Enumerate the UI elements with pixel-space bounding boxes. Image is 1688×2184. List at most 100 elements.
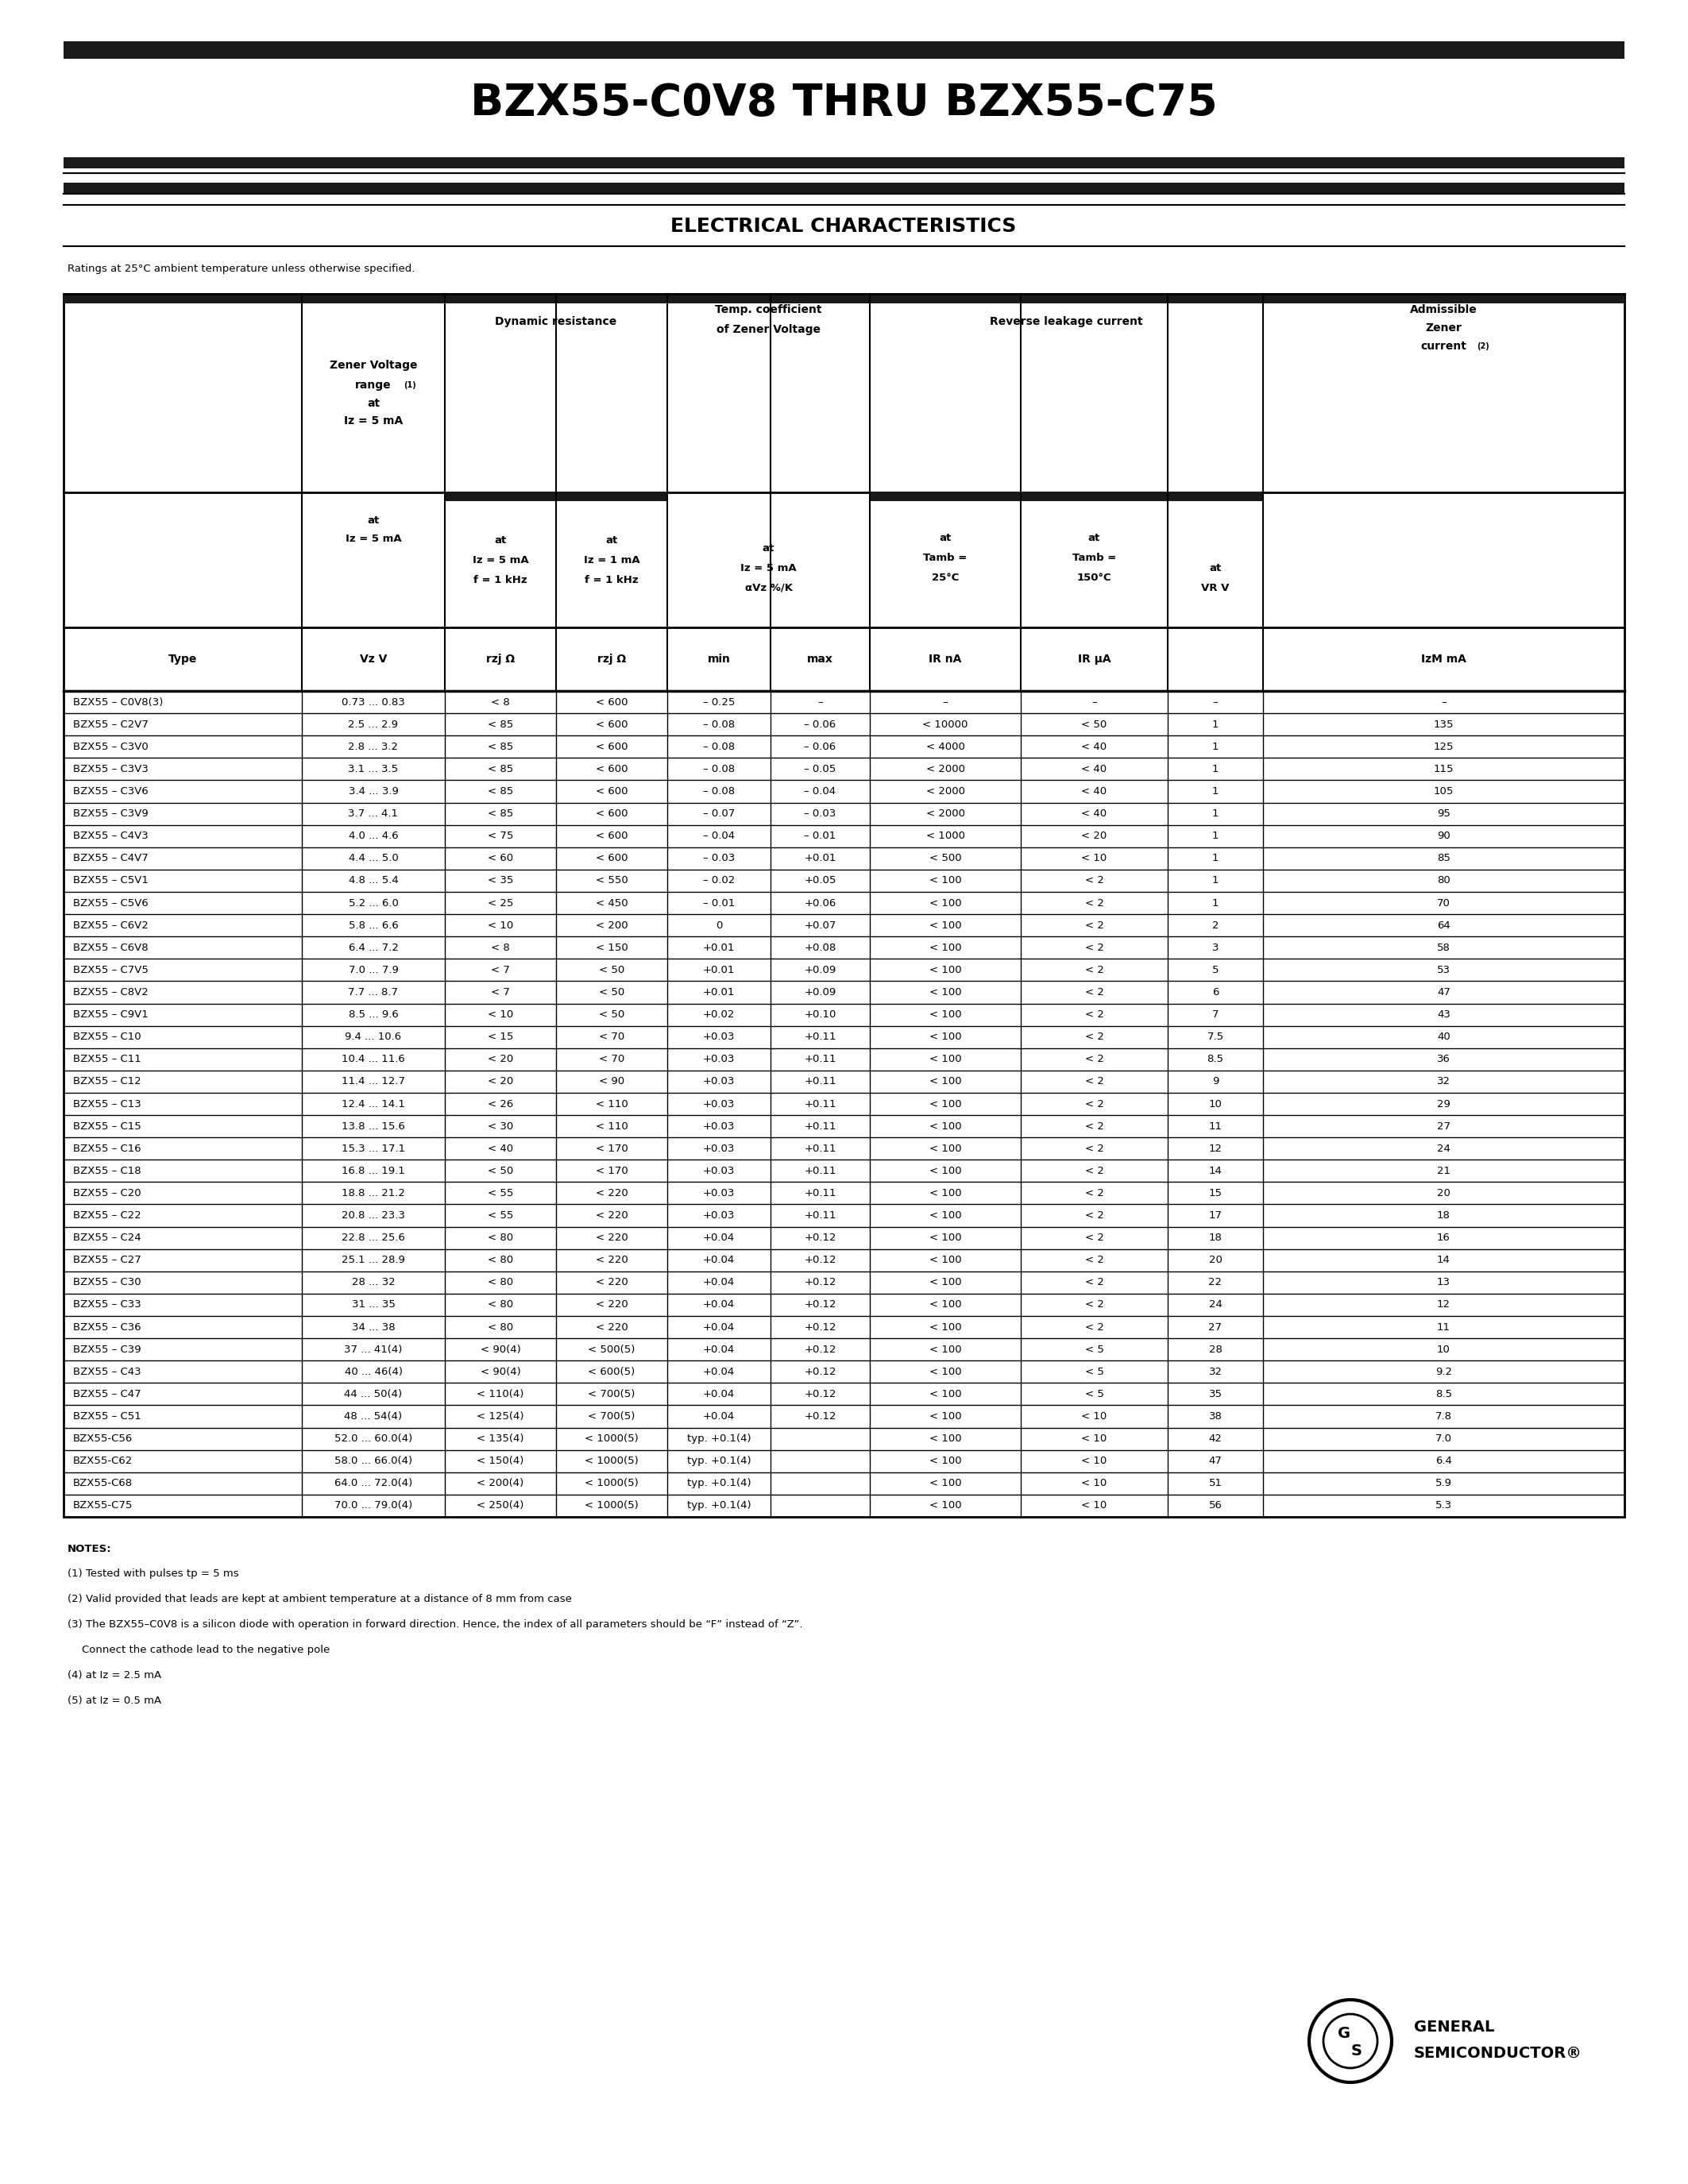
Text: < 550: < 550 [596,876,628,887]
Text: +0.11: +0.11 [803,1031,836,1042]
Text: BZX55 – C3V0: BZX55 – C3V0 [73,743,149,751]
Text: – 0.03: – 0.03 [803,808,836,819]
Text: < 100: < 100 [928,1299,962,1310]
Text: – 0.02: – 0.02 [702,876,734,887]
Text: 3.1 ... 3.5: 3.1 ... 3.5 [348,764,398,775]
Text: 21: 21 [1436,1166,1450,1175]
Text: 6.4 ... 7.2: 6.4 ... 7.2 [348,943,398,952]
Text: 1: 1 [1212,854,1219,863]
Text: +0.03: +0.03 [702,1031,734,1042]
Text: 28: 28 [1209,1345,1222,1354]
Text: < 1000(5): < 1000(5) [584,1479,638,1489]
Text: < 7: < 7 [491,965,510,974]
Text: GENERAL: GENERAL [1415,2020,1494,2033]
Text: 53: 53 [1436,965,1450,974]
Text: < 200(4): < 200(4) [478,1479,523,1489]
Text: < 40: < 40 [1082,743,1107,751]
Text: 18.8 ... 21.2: 18.8 ... 21.2 [341,1188,405,1199]
Text: < 2: < 2 [1085,987,1104,998]
Text: BZX55 – C4V7: BZX55 – C4V7 [73,854,149,863]
Text: +0.01: +0.01 [803,854,836,863]
Text: Iz = 5 mA: Iz = 5 mA [473,555,528,566]
Text: 52.0 ... 60.0(4): 52.0 ... 60.0(4) [334,1433,412,1444]
Text: 1: 1 [1212,808,1219,819]
Text: – 0.04: – 0.04 [702,830,734,841]
Text: 11.4 ... 12.7: 11.4 ... 12.7 [341,1077,405,1088]
Text: – 0.04: – 0.04 [803,786,836,797]
Text: 1: 1 [1212,786,1219,797]
Text: ELECTRICAL CHARACTERISTICS: ELECTRICAL CHARACTERISTICS [670,216,1016,236]
Text: < 220: < 220 [596,1299,628,1310]
Text: < 170: < 170 [596,1166,628,1175]
Text: < 220: < 220 [596,1256,628,1265]
Text: +0.03: +0.03 [702,1077,734,1088]
Text: < 220: < 220 [596,1321,628,1332]
Text: 1: 1 [1212,876,1219,887]
Text: < 600: < 600 [596,830,628,841]
Text: < 2: < 2 [1085,898,1104,909]
Text: 115: 115 [1433,764,1453,775]
Text: +0.04: +0.04 [702,1367,734,1376]
Text: 43: 43 [1436,1009,1450,1020]
Text: BZX55 – C13: BZX55 – C13 [73,1099,142,1109]
Text: 10.4 ... 11.6: 10.4 ... 11.6 [341,1055,405,1064]
Text: 28 ... 32: 28 ... 32 [351,1278,395,1289]
Text: 9: 9 [1212,1077,1219,1088]
Text: BZX55-C68: BZX55-C68 [73,1479,133,1489]
Text: < 2: < 2 [1085,919,1104,930]
Text: 8.5: 8.5 [1435,1389,1452,1400]
Text: – 0.01: – 0.01 [803,830,836,841]
Text: BZX55 – C15: BZX55 – C15 [73,1120,142,1131]
Text: BZX55 – C24: BZX55 – C24 [73,1232,142,1243]
Text: +0.03: +0.03 [702,1099,734,1109]
Text: +0.06: +0.06 [803,898,836,909]
Text: 95: 95 [1436,808,1450,819]
Text: < 200: < 200 [596,919,628,930]
Text: BZX55 – C6V8: BZX55 – C6V8 [73,943,149,952]
Text: 6.4: 6.4 [1435,1457,1452,1465]
Text: 8.5 ... 9.6: 8.5 ... 9.6 [348,1009,398,1020]
Text: BZX55 – C0V8(3): BZX55 – C0V8(3) [73,697,164,708]
Text: Tamb =: Tamb = [1072,553,1116,563]
Text: 58: 58 [1436,943,1450,952]
Text: < 125(4): < 125(4) [476,1411,523,1422]
Text: 13.8 ... 15.6: 13.8 ... 15.6 [341,1120,405,1131]
Text: 105: 105 [1433,786,1453,797]
Text: < 100: < 100 [928,1389,962,1400]
Text: < 80: < 80 [488,1278,513,1289]
Text: +0.11: +0.11 [803,1099,836,1109]
Text: < 110: < 110 [596,1099,628,1109]
Text: 3: 3 [1212,943,1219,952]
Text: +0.04: +0.04 [702,1389,734,1400]
Text: 64.0 ... 72.0(4): 64.0 ... 72.0(4) [334,1479,412,1489]
Text: BZX55 – C39: BZX55 – C39 [73,1345,142,1354]
Text: +0.11: +0.11 [803,1144,836,1153]
Text: < 8: < 8 [491,697,510,708]
Text: < 10: < 10 [1082,1411,1107,1422]
Text: Iz = 1 mA: Iz = 1 mA [584,555,640,566]
Text: 85: 85 [1436,854,1450,863]
Text: 44 ... 50(4): 44 ... 50(4) [344,1389,402,1400]
Text: αVz %/K: αVz %/K [744,583,792,592]
Text: 16: 16 [1436,1232,1450,1243]
Text: < 100: < 100 [928,1278,962,1289]
Text: < 100: < 100 [928,965,962,974]
Text: 25°C: 25°C [932,572,959,583]
Text: (4) at Iz = 2.5 mA: (4) at Iz = 2.5 mA [68,1671,162,1682]
Text: 12: 12 [1436,1299,1450,1310]
Text: < 100: < 100 [928,876,962,887]
Text: < 50: < 50 [1082,719,1107,729]
Text: BZX55 – C33: BZX55 – C33 [73,1299,142,1310]
Text: < 70: < 70 [599,1031,625,1042]
Text: 11: 11 [1209,1120,1222,1131]
Text: < 100: < 100 [928,1099,962,1109]
Text: +0.11: +0.11 [803,1120,836,1131]
Text: – 0.06: – 0.06 [803,719,836,729]
Bar [64,183,1624,194]
Text: < 100: < 100 [928,919,962,930]
Text: at: at [368,515,380,526]
Text: +0.12: +0.12 [803,1256,836,1265]
Text: 20.8 ... 23.3: 20.8 ... 23.3 [341,1210,405,1221]
Text: < 75: < 75 [488,830,513,841]
Text: Admissible: Admissible [1409,304,1477,314]
